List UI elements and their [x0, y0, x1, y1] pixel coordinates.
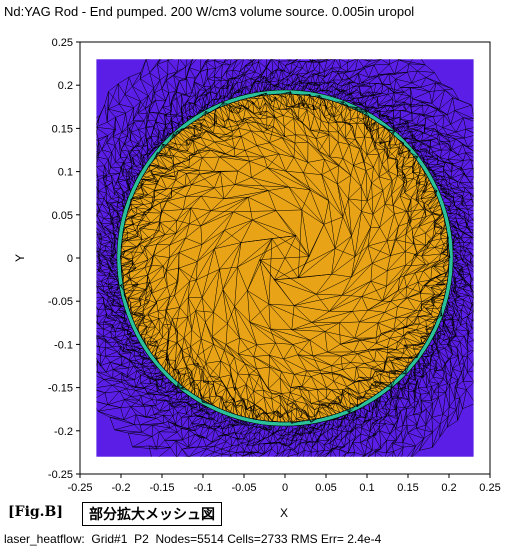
- x-axis-label: X: [280, 506, 289, 520]
- status-nodes: Nodes=5514: [155, 532, 224, 546]
- y-tick-label: 0.15: [52, 123, 73, 135]
- outer-mesh: [96, 59, 474, 457]
- y-tick-label: 0.2: [58, 80, 73, 92]
- x-tick-label: 0.05: [315, 482, 336, 494]
- y-tick-label: 0.05: [52, 210, 73, 222]
- status-app: laser_heatflow:: [4, 532, 85, 546]
- x-tick-label: 0.1: [359, 482, 374, 494]
- x-tick-label: 0.2: [441, 482, 456, 494]
- figure-label: [Fig.B]: [8, 504, 64, 520]
- y-tick-label: 0.25: [52, 37, 73, 49]
- y-tick-label: 0.1: [58, 167, 73, 179]
- x-tick-label: -0.15: [149, 482, 174, 494]
- x-tick-label: 0.15: [397, 482, 418, 494]
- y-axis-label: Y: [13, 254, 27, 262]
- y-tick-label: -0.25: [48, 469, 73, 481]
- x-axis: -0.25 -0.2 -0.15 -0.1 -0.05 0 0.05 0.1 0.15 0.2 0.…: [67, 474, 501, 494]
- y-tick-label: 0: [67, 253, 73, 265]
- y-tick-label: -0.05: [48, 296, 73, 308]
- rod-mesh: [120, 91, 451, 424]
- status-grid: Grid#1: [91, 532, 128, 546]
- x-tick-label: -0.05: [231, 482, 256, 494]
- y-tick-label: -0.1: [54, 339, 73, 351]
- status-cells: Cells=2733: [227, 532, 288, 546]
- x-tick-label: -0.2: [112, 482, 131, 494]
- figure-caption: 部分拡大メッシュ図: [82, 502, 222, 526]
- y-tick-label: -0.2: [54, 426, 73, 438]
- status-line: laser_heatflow: Grid#1 P2 Nodes=5514 Cel…: [4, 532, 381, 546]
- y-axis: 0.25 0.2 0.15 0.1 0.05 0 -0.05 -0.1 -0.15 -0.2 -0.…: [48, 37, 80, 481]
- status-p: P2: [134, 532, 149, 546]
- x-tick-label: 0.25: [479, 482, 500, 494]
- x-tick-label: -0.25: [67, 482, 92, 494]
- y-tick-label: -0.15: [48, 383, 73, 395]
- status-rms: RMS Err= 2.4e-4: [290, 532, 382, 546]
- x-tick-label: 0: [282, 482, 288, 494]
- x-tick-label: -0.1: [194, 482, 213, 494]
- plot-title: Nd:YAG Rod - End pumped. 200 W/cm3 volum…: [4, 4, 415, 19]
